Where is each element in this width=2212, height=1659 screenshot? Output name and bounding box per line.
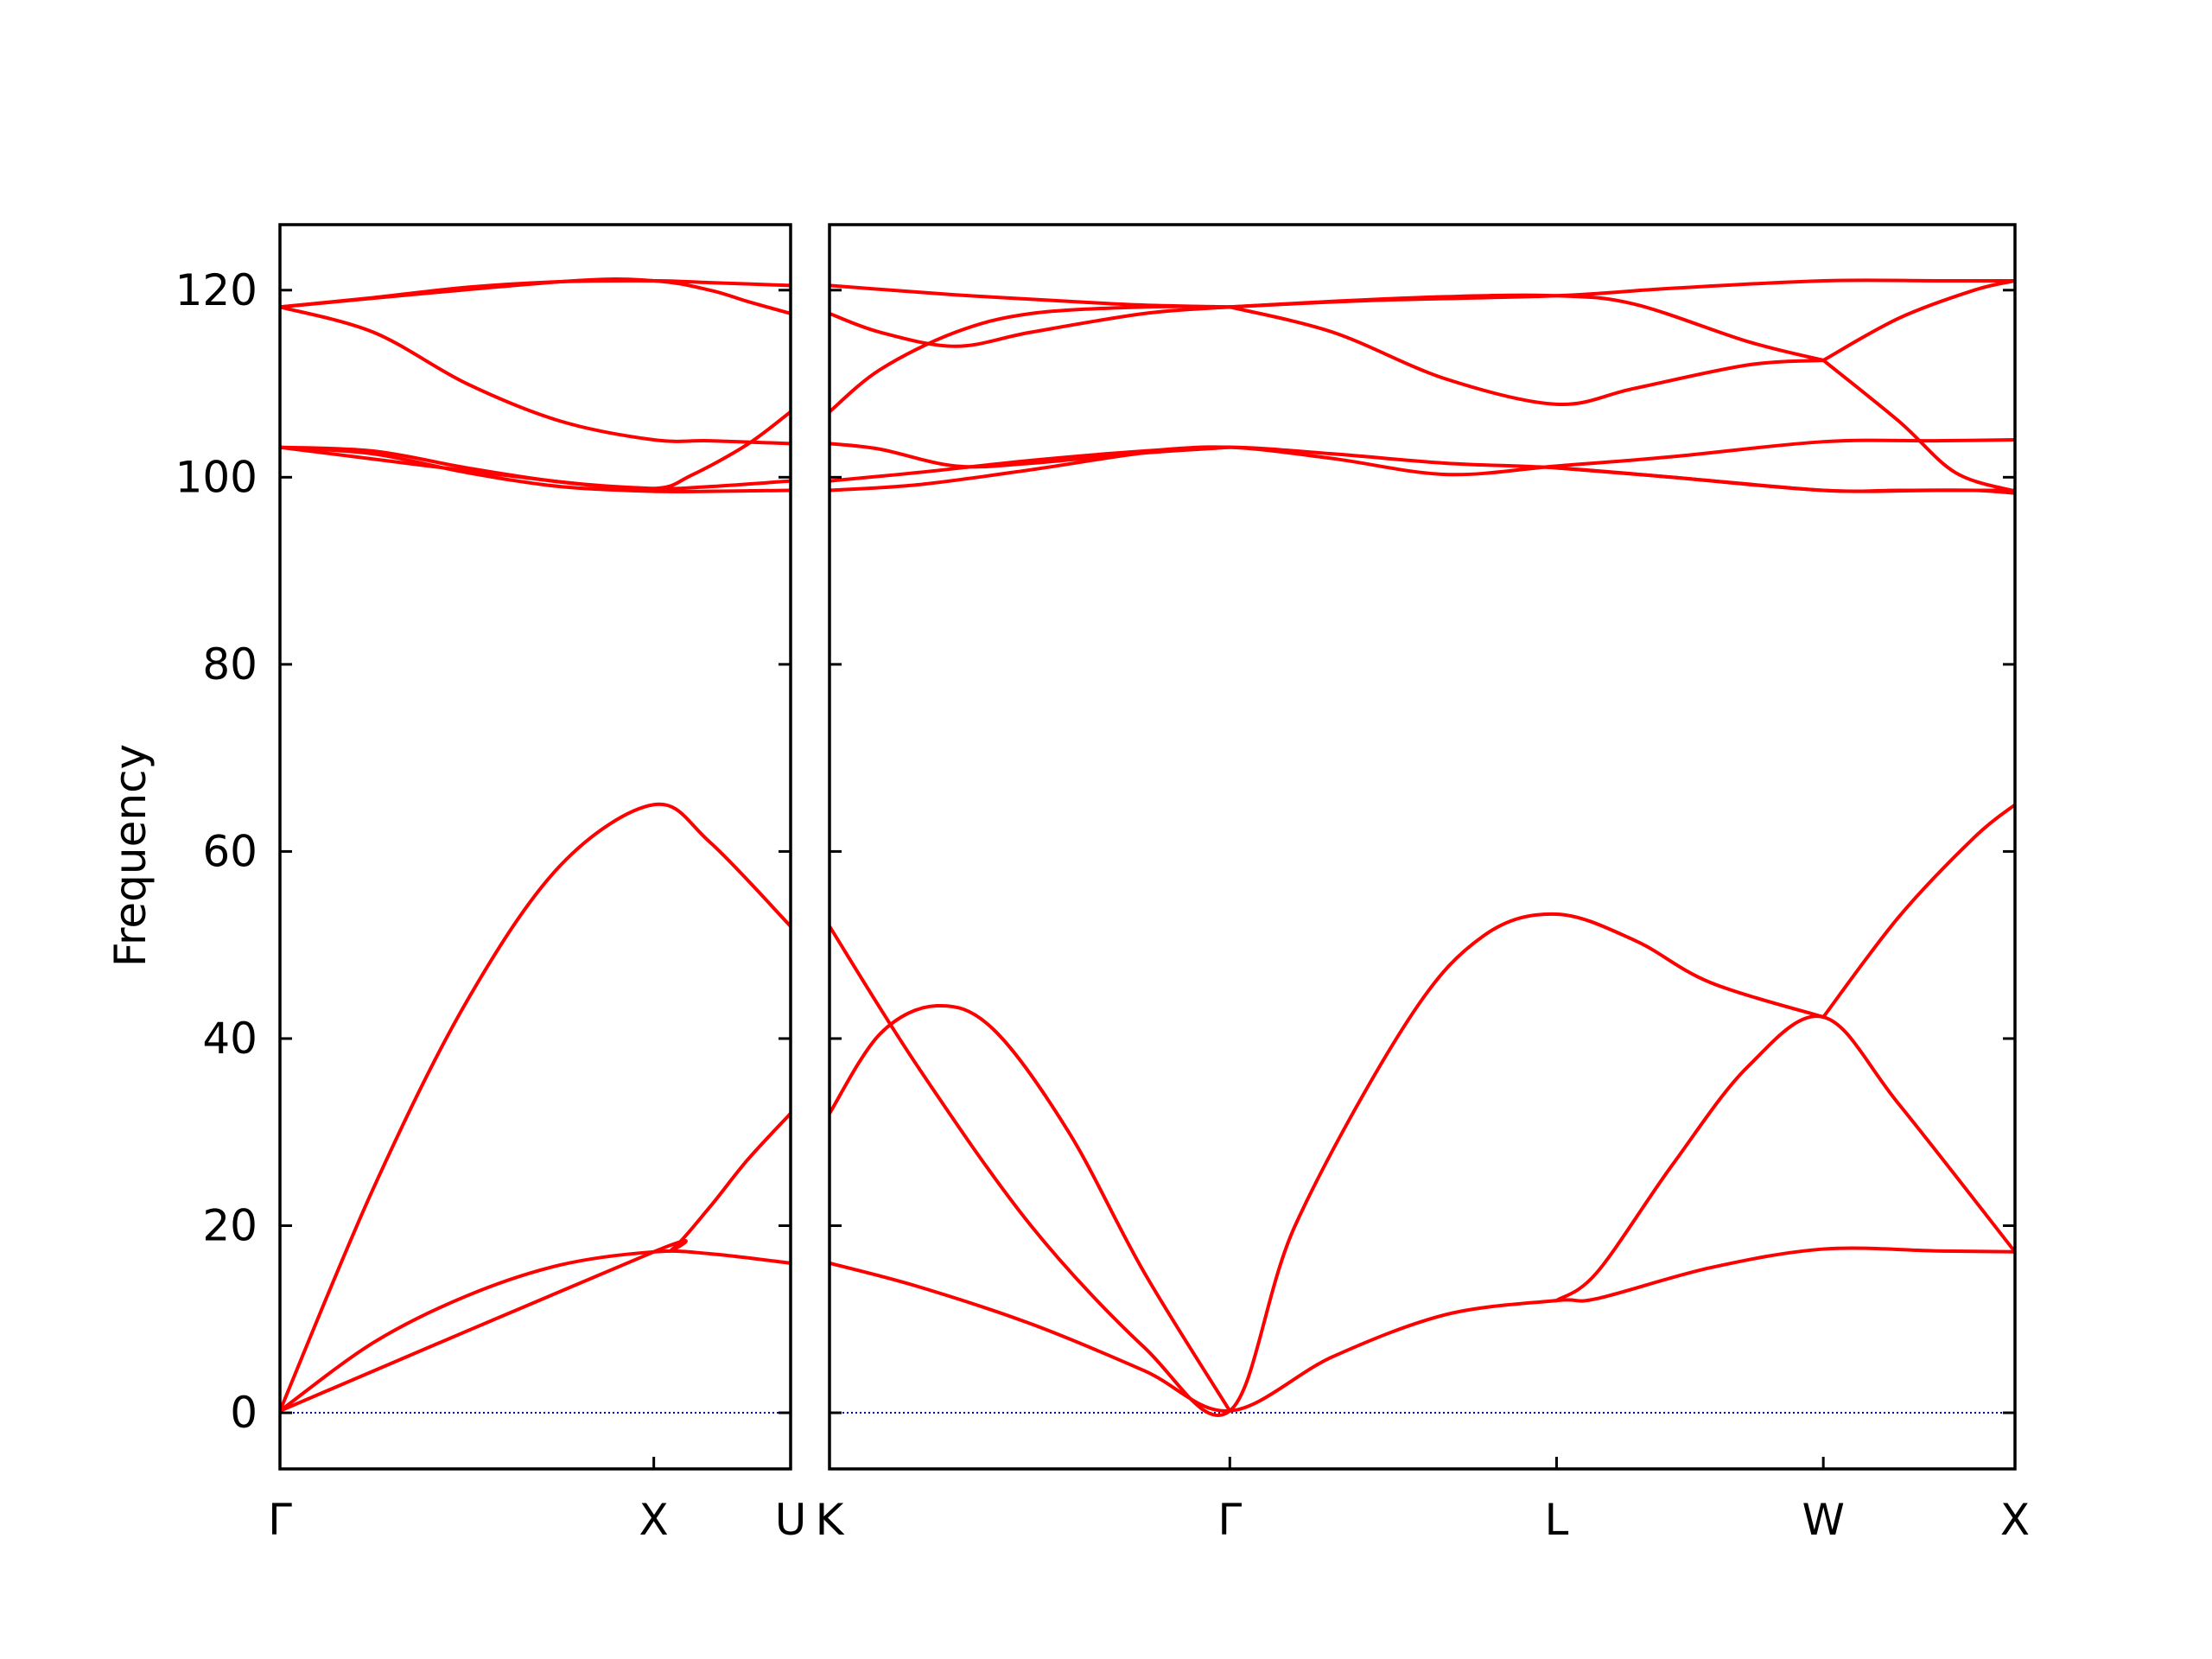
phonon-band-2-2 [830, 912, 1826, 1418]
phonon-band-2-15 [1228, 278, 2015, 309]
y-tick-label: 0 [230, 1388, 257, 1438]
phonon-band-2-4 [1554, 1014, 2015, 1303]
phonon-band-2-3 [830, 1003, 1232, 1413]
y-tick-label: 20 [202, 1200, 257, 1250]
y-tick-label: 100 [175, 452, 257, 502]
phonon-band-2-5 [1821, 803, 2015, 1020]
x-tick-label: W [1802, 1495, 1844, 1545]
phonon-band-2-17 [1821, 358, 2015, 493]
phonon-band-1-9 [280, 276, 791, 315]
phonon-band-2-6 [830, 445, 2015, 493]
phonon-band-2-12 [830, 283, 1232, 309]
plot-frame [828, 223, 2017, 1471]
phonon-band-1-2 [280, 802, 791, 1413]
x-tick-label: X [639, 1495, 669, 1545]
phonon-band-2-11 [830, 305, 1232, 348]
phonon-band-2-9 [1554, 466, 2015, 495]
panel-gamma-x-u: 0 20 40 60 80 100 120 Γ X U [175, 223, 807, 1545]
phonon-band-2-16 [1821, 278, 2015, 362]
phonon-band-2-1 [830, 1246, 2015, 1413]
y-tick-label: 40 [202, 1014, 257, 1064]
phonon-band-2-8 [830, 442, 1232, 469]
x-tick-label: K [816, 1495, 845, 1545]
x-tick-label: Γ [268, 1495, 292, 1545]
phonon-band-1-6 [280, 410, 791, 491]
phonon-band-1-7 [280, 305, 791, 446]
phonon-band-2-10 [830, 304, 1232, 414]
phonon-band-2-7 [830, 438, 2015, 483]
phonon-band-2-13 [1228, 305, 1826, 407]
phonon-band-1-3 [280, 1111, 791, 1413]
x-tick-label: L [1545, 1495, 1569, 1545]
x-tick-label: Γ [1217, 1495, 1242, 1545]
plot-frame [278, 223, 792, 1471]
phonon-band-1-4 [280, 445, 791, 494]
x-tick-label: U [775, 1495, 807, 1545]
y-tick-label: 80 [202, 639, 257, 690]
x-tick-label: X [2000, 1495, 2030, 1545]
phonon-band-1-1 [280, 1249, 791, 1413]
y-tick-label: 60 [202, 826, 257, 876]
y-axis-label: Frequency [105, 744, 156, 967]
y-tick-label: 120 [175, 265, 257, 315]
